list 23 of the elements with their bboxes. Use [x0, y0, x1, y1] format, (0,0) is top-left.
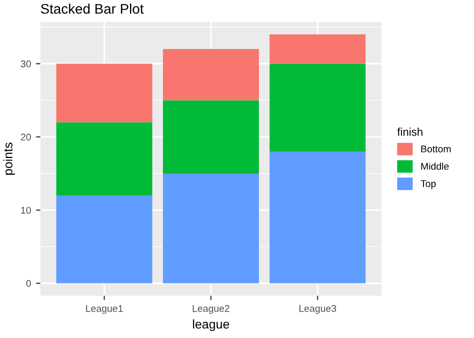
bar	[270, 152, 366, 284]
y-tick-label: 20	[20, 134, 31, 141]
bar	[56, 122, 152, 196]
x-axis-title: league	[193, 319, 230, 332]
x-tick-label: League2	[192, 305, 230, 314]
bar	[162, 174, 259, 284]
y-tick-label: 0	[26, 280, 31, 287]
x-tick-label: League1	[86, 305, 123, 314]
y-axis-title: points	[3, 142, 15, 175]
bar	[56, 64, 152, 122]
x-tick-label: League3	[299, 305, 336, 314]
bar	[162, 100, 259, 174]
bar	[270, 34, 366, 64]
legend-title: finish	[397, 128, 422, 136]
y-tick-label: 10	[21, 206, 31, 214]
bar	[162, 49, 259, 100]
bar	[56, 195, 152, 284]
legend-label: Bottom	[421, 146, 451, 152]
chart-title: Stacked Bar Plot	[40, 4, 144, 14]
bar	[270, 64, 366, 152]
legend-label: Middle	[421, 162, 449, 170]
legend-label: Top	[420, 180, 436, 190]
y-tick-label: 30	[20, 60, 31, 68]
